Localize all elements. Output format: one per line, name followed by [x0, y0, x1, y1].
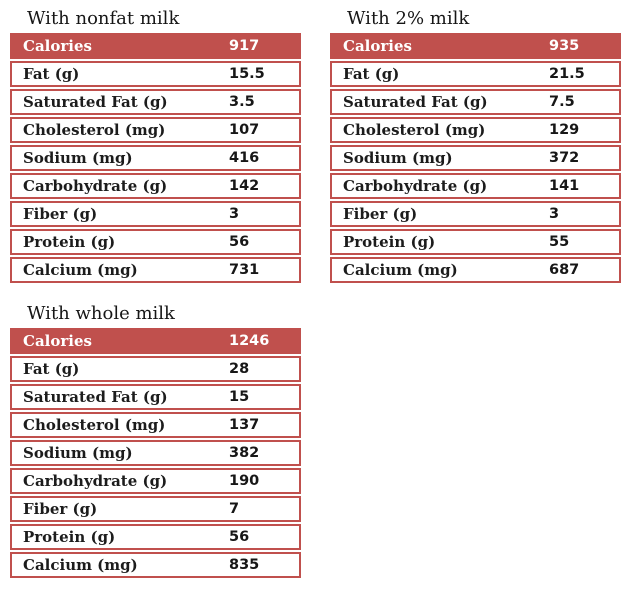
row-value: 3.5: [229, 94, 255, 110]
row-value: 835: [229, 557, 260, 573]
row-label: Protein (g): [23, 233, 116, 251]
row-label: Carbohydrate (g): [343, 177, 488, 195]
table-row: Sodium (mg) 382: [10, 440, 301, 466]
row-label: Fiber (g): [343, 205, 418, 223]
row-value: 107: [229, 122, 260, 138]
table-row: Fat (g) 21.5: [330, 61, 621, 87]
nutrition-table: Calories 1246 Fat (g) 28 Saturated Fat (g)…: [10, 328, 301, 578]
table-row: Saturated Fat (g) 7.5: [330, 89, 621, 115]
table-header-row: Calories 1246: [10, 328, 301, 354]
row-label: Cholesterol (mg): [23, 121, 166, 139]
row-label: Saturated Fat (g): [23, 388, 168, 406]
table-row: Fiber (g) 7: [10, 496, 301, 522]
row-value: 190: [229, 473, 260, 489]
row-label: Cholesterol (mg): [343, 121, 486, 139]
row-label: Sodium (mg): [343, 149, 453, 167]
table-header-row: Calories 935: [330, 33, 621, 59]
row-label: Fiber (g): [23, 205, 98, 223]
row-value: 56: [229, 234, 250, 250]
table-row: Fat (g) 28: [10, 356, 301, 382]
row-label: Carbohydrate (g): [23, 177, 168, 195]
row-label: Sodium (mg): [23, 444, 133, 462]
row-label: Fat (g): [343, 65, 400, 83]
row-value: 7: [229, 501, 240, 517]
table-row: Cholesterol (mg) 107: [10, 117, 301, 143]
row-label: Cholesterol (mg): [23, 416, 166, 434]
table-row: Saturated Fat (g) 15: [10, 384, 301, 410]
table-row: Cholesterol (mg) 129: [330, 117, 621, 143]
row-value: 21.5: [549, 66, 585, 82]
row-value: 687: [549, 262, 580, 278]
row-label: Fiber (g): [23, 500, 98, 518]
table-row: Carbohydrate (g) 190: [10, 468, 301, 494]
row-label: Saturated Fat (g): [23, 93, 168, 111]
table-row: Calcium (mg) 731: [10, 257, 301, 283]
table-row: Protein (g) 56: [10, 229, 301, 255]
table-row: Calcium (mg) 835: [10, 552, 301, 578]
header-value: 1246: [229, 333, 270, 349]
table-header-row: Calories 917: [10, 33, 301, 59]
table-row: Protein (g) 55: [330, 229, 621, 255]
row-value: 141: [549, 178, 580, 194]
table-row: Calcium (mg) 687: [330, 257, 621, 283]
table-row: Fat (g) 15.5: [10, 61, 301, 87]
table-row: Carbohydrate (g) 141: [330, 173, 621, 199]
table-title: With nonfat milk: [27, 8, 180, 29]
row-value: 416: [229, 150, 260, 166]
table-row: Sodium (mg) 372: [330, 145, 621, 171]
row-value: 129: [549, 122, 580, 138]
row-value: 137: [229, 417, 260, 433]
nutrition-table: Calories 917 Fat (g) 15.5 Saturated Fat (g…: [10, 33, 301, 283]
header-value: 917: [229, 38, 260, 54]
header-value: 935: [549, 38, 580, 54]
table-row: Carbohydrate (g) 142: [10, 173, 301, 199]
row-value: 3: [229, 206, 240, 222]
row-value: 382: [229, 445, 260, 461]
nonfat-milk-section: With nonfat milk Calories 917 Fat (g) 15.…: [10, 4, 301, 283]
row-label: Calcium (mg): [23, 261, 138, 279]
header-label: Calories: [343, 37, 412, 55]
table-row: Fiber (g) 3: [10, 201, 301, 227]
row-value: 55: [549, 234, 570, 250]
header-label: Calories: [23, 37, 92, 55]
row-label: Sodium (mg): [23, 149, 133, 167]
row-label: Saturated Fat (g): [343, 93, 488, 111]
table-row: Sodium (mg) 416: [10, 145, 301, 171]
row-value: 15: [229, 389, 250, 405]
row-value: 731: [229, 262, 260, 278]
row-value: 142: [229, 178, 260, 194]
table-row: Fiber (g) 3: [330, 201, 621, 227]
row-label: Fat (g): [23, 65, 80, 83]
row-value: 372: [549, 150, 580, 166]
whole-milk-section: With whole milk Calories 1246 Fat (g) 28 S…: [10, 299, 301, 578]
row-value: 7.5: [549, 94, 575, 110]
nutrition-table: Calories 935 Fat (g) 21.5 Saturated Fat (g…: [330, 33, 621, 283]
row-label: Protein (g): [23, 528, 116, 546]
table-row: Saturated Fat (g) 3.5: [10, 89, 301, 115]
row-value: 56: [229, 529, 250, 545]
row-label: Protein (g): [343, 233, 436, 251]
row-label: Calcium (mg): [343, 261, 458, 279]
row-value: 28: [229, 361, 250, 377]
two-percent-milk-section: With 2% milk Calories 935 Fat (g) 21.5 Sat…: [330, 4, 621, 283]
row-label: Fat (g): [23, 360, 80, 378]
table-row: Protein (g) 56: [10, 524, 301, 550]
table-title: With 2% milk: [347, 8, 470, 29]
row-value: 15.5: [229, 66, 265, 82]
header-label: Calories: [23, 332, 92, 350]
table-title: With whole milk: [27, 303, 175, 324]
row-value: 3: [549, 206, 560, 222]
row-label: Calcium (mg): [23, 556, 138, 574]
row-label: Carbohydrate (g): [23, 472, 168, 490]
table-row: Cholesterol (mg) 137: [10, 412, 301, 438]
